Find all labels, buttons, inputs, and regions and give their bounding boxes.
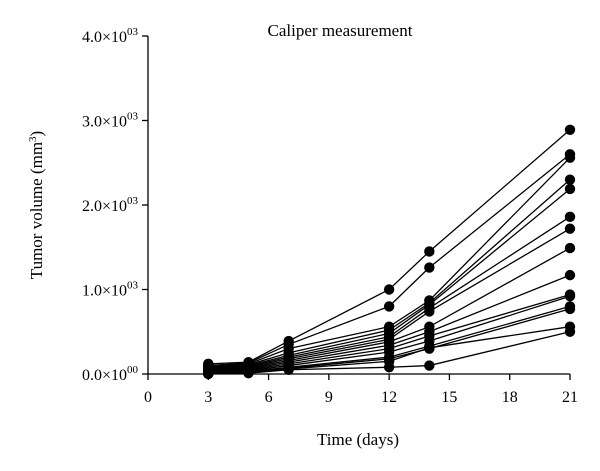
x-tick-label: 9 — [325, 389, 333, 406]
data-point — [424, 342, 435, 354]
chart-title: Caliper measurement — [268, 21, 413, 40]
data-point — [564, 183, 576, 195]
series-group — [203, 124, 576, 380]
y-tick-label: 4.0×1003 — [82, 26, 139, 46]
series-line — [208, 293, 571, 373]
series-line — [208, 188, 571, 369]
y-axis-title: Tumor volume (mm3) — [27, 131, 46, 279]
y-tick-label: 1.0×1003 — [82, 280, 139, 300]
series-line — [208, 216, 571, 370]
series-line — [208, 179, 571, 368]
y-axis-title-sup: 3 — [27, 136, 39, 142]
data-point — [383, 301, 395, 312]
series-line — [208, 274, 571, 373]
series-line — [208, 157, 571, 368]
series-line — [208, 228, 571, 371]
series-line — [208, 295, 571, 374]
data-point — [564, 124, 576, 135]
data-point — [424, 360, 435, 371]
data-point — [424, 246, 435, 257]
x-tick-label: 21 — [562, 389, 578, 406]
y-axis-ticks: 0.0×1000 1.0×1003 2.0×1003 3.0×1003 4.0×1003 — [82, 26, 148, 384]
y-tick-label: 2.0×1003 — [82, 195, 139, 215]
data-point — [564, 326, 576, 337]
data-point — [424, 262, 435, 273]
series-line — [208, 331, 571, 375]
data-point — [564, 303, 576, 315]
series-line — [208, 305, 571, 375]
data-point — [243, 367, 254, 379]
x-tick-label: 3 — [204, 389, 212, 406]
series-15 — [203, 326, 576, 380]
y-axis-title-text: Tumor volume (mm — [27, 142, 46, 279]
data-point — [424, 306, 435, 317]
x-tick-label: 18 — [502, 389, 518, 406]
y-axis-title-suffix: ) — [27, 131, 46, 137]
x-tick-label: 0 — [144, 389, 152, 406]
y-tick-label: 0.0×1000 — [82, 364, 139, 384]
series-line — [208, 247, 571, 372]
x-tick-label: 15 — [441, 389, 457, 406]
data-point — [203, 368, 214, 380]
data-point — [383, 362, 395, 373]
data-point — [564, 291, 576, 302]
data-point — [564, 269, 576, 281]
y-tick-label: 3.0×1003 — [82, 111, 139, 131]
x-axis-ticks: 0 3 6 9 12 15 18 21 — [144, 374, 578, 406]
series-line — [208, 129, 571, 365]
x-tick-label: 12 — [381, 389, 397, 406]
series-line — [208, 153, 571, 367]
x-tick-label: 6 — [265, 389, 273, 406]
data-point — [383, 284, 395, 295]
data-point — [564, 211, 576, 223]
data-point — [564, 152, 576, 163]
data-point — [564, 223, 576, 234]
x-axis-title: Time (days) — [317, 430, 399, 449]
data-point — [564, 174, 576, 185]
data-point — [564, 242, 576, 254]
data-point — [283, 364, 294, 375]
